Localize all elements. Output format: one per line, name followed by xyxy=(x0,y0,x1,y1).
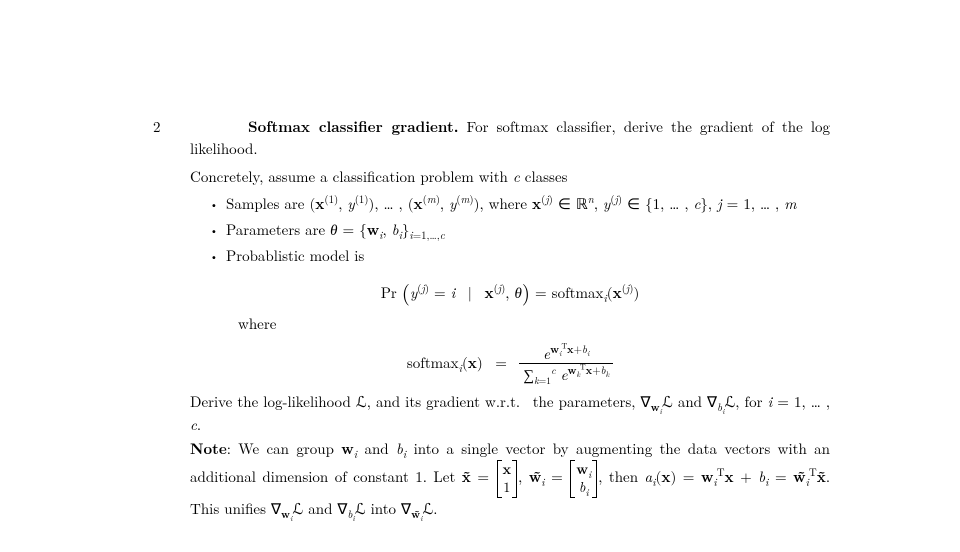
bullet-parameters: Parameters are θ = {wi, bi}i=1,…,c xyxy=(226,219,830,241)
problem-number: 2 xyxy=(153,116,161,138)
vector-x-tilde: x1 xyxy=(497,460,518,498)
vector-w-tilde: wibi xyxy=(570,460,597,498)
document-page: 2 Softmax classifier gradient. For softm… xyxy=(0,0,960,552)
bullet1-lead: Samples are xyxy=(226,193,309,214)
note-paragraph: Note: We can group wi and bi into a sing… xyxy=(190,438,830,521)
bullet-list: Samples are (x(1), y(1)), … , (x(m), y(m… xyxy=(190,193,830,266)
bullet-model: Probablistic model is xyxy=(226,245,830,267)
softmax-numerator: ewiTx+bi xyxy=(519,345,613,364)
problem-intro: Softmax classifier gradient. For softmax… xyxy=(190,116,830,160)
note-lead: Note xyxy=(190,438,227,459)
bullet2-lead: Parameters are xyxy=(226,219,330,240)
pr-equation: Pr (y(j) = i | x(j), θ) = softmaxi(x(j)) xyxy=(190,277,830,307)
problem-title: Softmax classifier gradient. xyxy=(248,116,458,137)
softmax-denominator: ∑k=1c ewkTx+bk xyxy=(519,364,613,385)
softmax-equation: softmaxi(x) = ewiTx+bi ∑k=1c ewkTx+bk xyxy=(190,345,830,385)
concretely-line: Concretely, assume a classification prob… xyxy=(190,166,830,188)
where-label: where xyxy=(238,313,830,335)
bullet-samples: Samples are (x(1), y(1)), … , (x(m), y(m… xyxy=(226,193,830,215)
derive-paragraph: Derive the log-likelihood ℒ, and its gra… xyxy=(190,391,830,437)
